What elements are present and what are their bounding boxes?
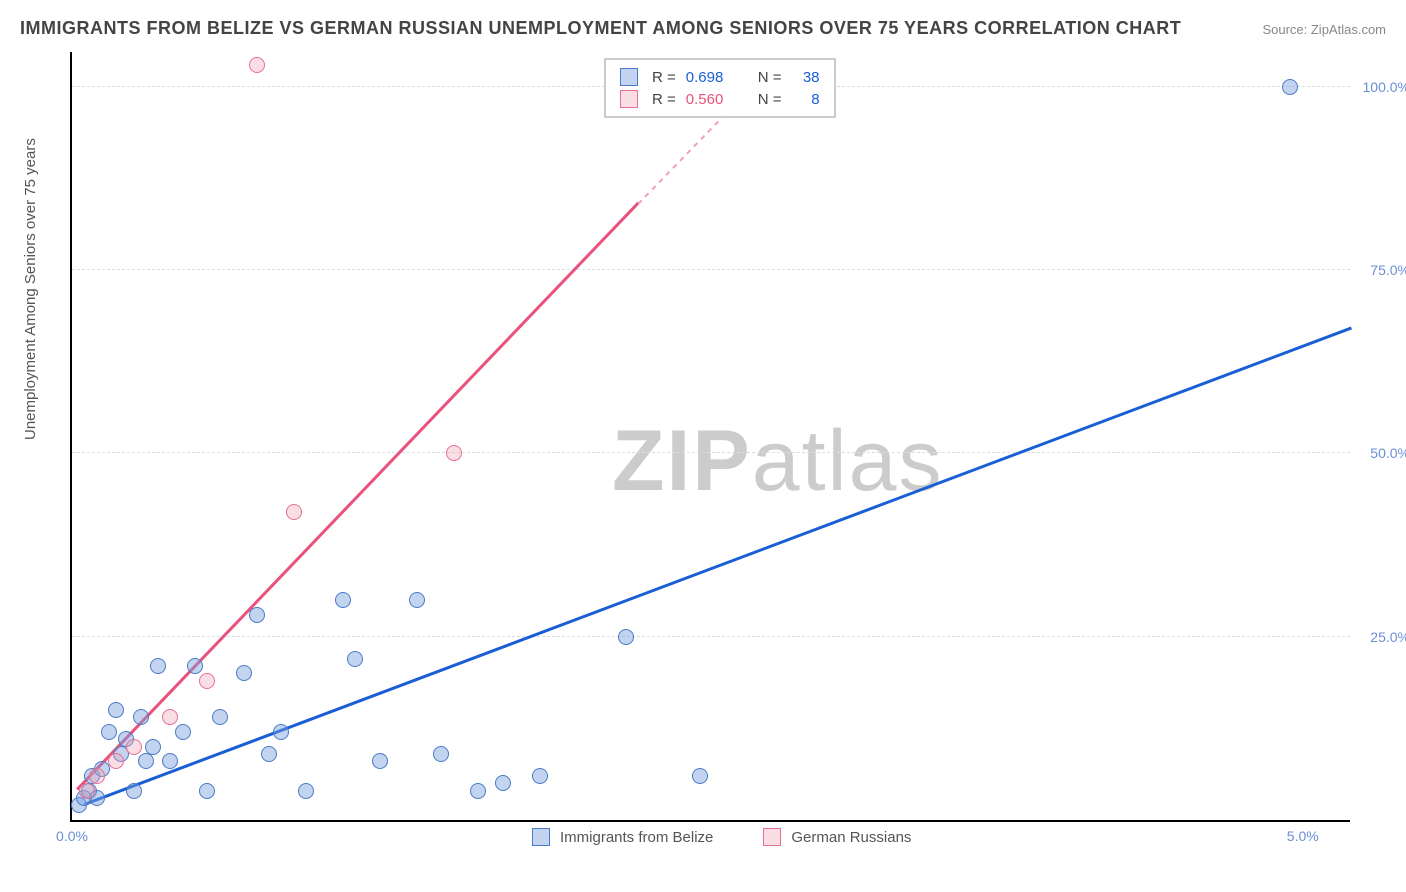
data-point-blue	[150, 658, 166, 674]
data-point-blue	[433, 746, 449, 762]
legend-label-blue: Immigrants from Belize	[560, 829, 713, 846]
data-point-blue	[495, 775, 511, 791]
r-value-pink: 0.560	[686, 91, 736, 108]
data-point-pink	[126, 739, 142, 755]
data-point-blue	[261, 746, 277, 762]
legend-item-blue: Immigrants from Belize	[532, 828, 713, 846]
series-legend: Immigrants from Belize German Russians	[532, 828, 911, 846]
data-point-blue	[162, 753, 178, 769]
data-point-pink	[89, 768, 105, 784]
n-label: N =	[758, 69, 782, 86]
y-axis-label: Unemployment Among Seniors over 75 years	[22, 138, 39, 440]
data-point-blue	[470, 783, 486, 799]
data-point-blue	[145, 739, 161, 755]
data-point-blue	[692, 768, 708, 784]
data-point-pink	[79, 783, 95, 799]
data-point-blue	[249, 607, 265, 623]
data-point-blue	[126, 783, 142, 799]
data-point-blue	[236, 665, 252, 681]
data-point-pink	[446, 445, 462, 461]
data-point-blue	[372, 753, 388, 769]
data-point-pink	[162, 709, 178, 725]
swatch-blue-icon	[532, 828, 550, 846]
gridline	[72, 269, 1350, 270]
n-value-blue: 38	[792, 69, 820, 86]
swatch-pink-icon	[763, 828, 781, 846]
r-label: R =	[652, 69, 676, 86]
source-label: Source: ZipAtlas.com	[1262, 22, 1386, 37]
r-label: R =	[652, 91, 676, 108]
data-point-blue	[1282, 79, 1298, 95]
data-point-pink	[249, 57, 265, 73]
gridline	[72, 636, 1350, 637]
data-point-blue	[273, 724, 289, 740]
chart-title: IMMIGRANTS FROM BELIZE VS GERMAN RUSSIAN…	[20, 18, 1181, 39]
data-point-blue	[133, 709, 149, 725]
watermark-rest: atlas	[752, 413, 944, 509]
legend-row-blue: R = 0.698 N = 38	[620, 66, 820, 88]
data-point-blue	[409, 592, 425, 608]
chart-area: ZIPatlas 25.0%50.0%75.0%100.0% 0.0%5.0% …	[70, 52, 1350, 822]
data-point-blue	[298, 783, 314, 799]
watermark: ZIPatlas	[612, 412, 943, 511]
data-point-blue	[101, 724, 117, 740]
y-tick-label: 50.0%	[1370, 445, 1406, 461]
gridline	[72, 452, 1350, 453]
data-point-blue	[618, 629, 634, 645]
data-point-pink	[199, 673, 215, 689]
data-point-blue	[175, 724, 191, 740]
swatch-pink-icon	[620, 90, 638, 108]
data-point-pink	[108, 753, 124, 769]
data-point-blue	[199, 783, 215, 799]
data-point-blue	[138, 753, 154, 769]
swatch-blue-icon	[620, 68, 638, 86]
data-point-blue	[532, 768, 548, 784]
n-value-pink: 8	[792, 91, 820, 108]
data-point-blue	[335, 592, 351, 608]
x-tick-label: 5.0%	[1287, 828, 1319, 844]
x-tick-label: 0.0%	[56, 828, 88, 844]
data-point-blue	[187, 658, 203, 674]
y-tick-label: 100.0%	[1363, 79, 1406, 95]
data-point-blue	[212, 709, 228, 725]
legend-label-pink: German Russians	[791, 829, 911, 846]
legend-item-pink: German Russians	[763, 828, 911, 846]
watermark-bold: ZIP	[612, 413, 752, 509]
data-point-blue	[347, 651, 363, 667]
y-tick-label: 25.0%	[1370, 629, 1406, 645]
data-point-blue	[108, 702, 124, 718]
r-value-blue: 0.698	[686, 69, 736, 86]
correlation-legend: R = 0.698 N = 38 R = 0.560 N = 8	[604, 58, 836, 118]
data-point-pink	[286, 504, 302, 520]
n-label: N =	[758, 91, 782, 108]
y-tick-label: 75.0%	[1370, 262, 1406, 278]
legend-row-pink: R = 0.560 N = 8	[620, 88, 820, 110]
